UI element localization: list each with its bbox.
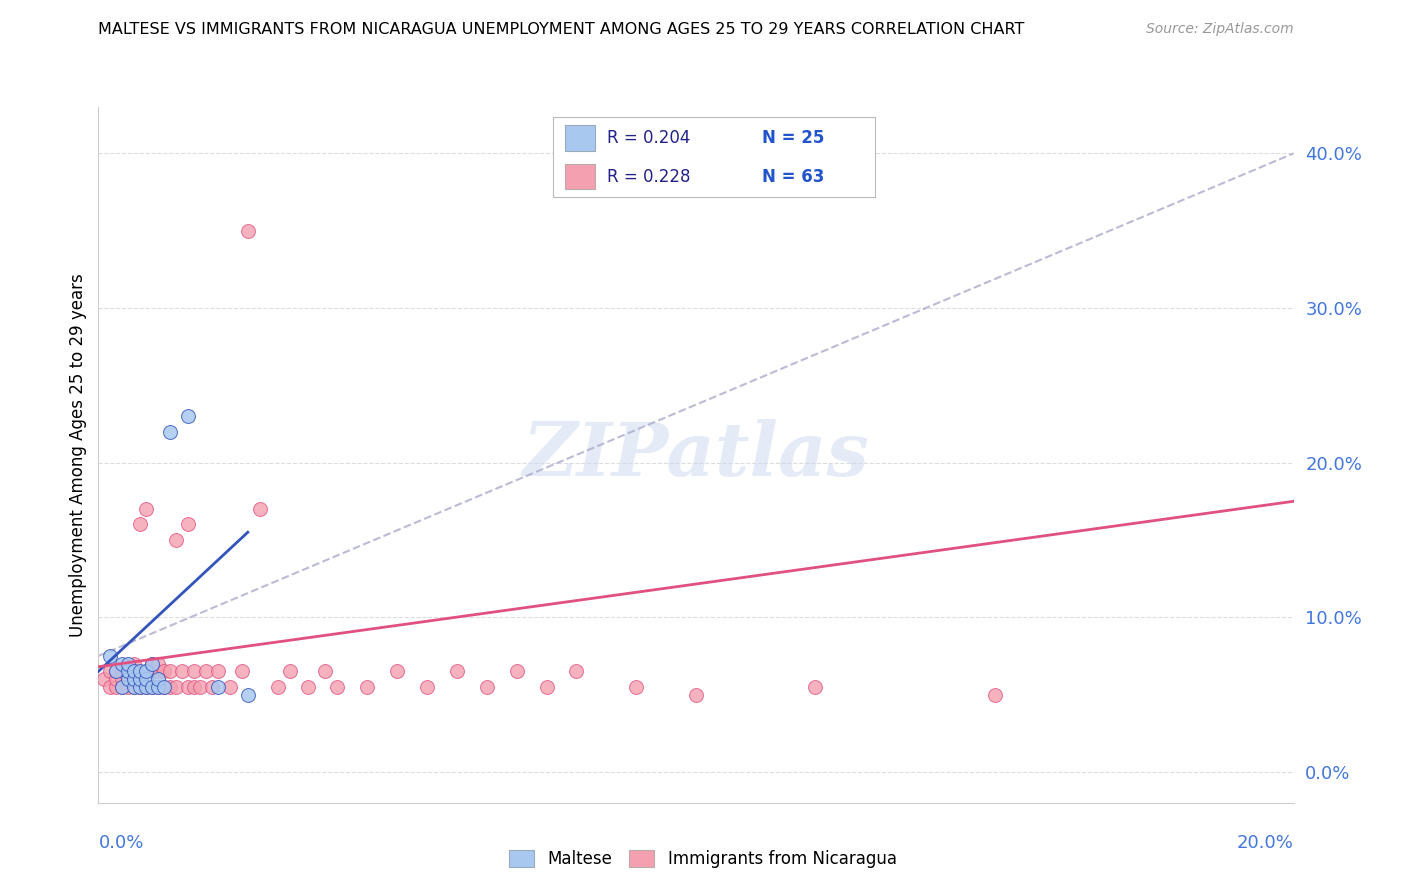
Point (565, 665, 588, 679)
Text: MALTESE VS IMMIGRANTS FROM NICARAGUA UNEMPLOYMENT AMONG AGES 25 TO 29 YEARS CORR: MALTESE VS IMMIGRANTS FROM NICARAGUA UNE… (98, 22, 1025, 37)
Point (111, 672, 134, 686)
Point (117, 672, 139, 686)
Point (141, 657, 163, 671)
Point (141, 680, 163, 694)
Point (111, 665, 134, 679)
Y-axis label: Unemployment Among Ages 25 to 29 years: Unemployment Among Ages 25 to 29 years (69, 273, 87, 637)
Point (105, 665, 128, 679)
Point (135, 502, 157, 516)
Point (129, 672, 152, 686)
Point (207, 680, 229, 694)
Point (153, 680, 176, 694)
Point (165, 680, 187, 694)
Point (236, 688, 259, 702)
Point (188, 680, 211, 694)
Point (536, 680, 558, 694)
Point (111, 680, 134, 694)
Point (105, 665, 128, 679)
Point (129, 680, 152, 694)
Point (172, 665, 194, 679)
Point (297, 680, 319, 694)
Point (446, 665, 468, 679)
Point (416, 680, 439, 694)
Point (98, 665, 122, 679)
Point (267, 680, 290, 694)
Text: Source: ZipAtlas.com: Source: ZipAtlas.com (1146, 22, 1294, 37)
Point (93, 672, 115, 686)
Point (105, 672, 128, 686)
Point (183, 680, 205, 694)
Point (117, 665, 139, 679)
Point (475, 680, 498, 694)
Point (135, 680, 157, 694)
Point (159, 425, 181, 439)
Point (124, 672, 146, 686)
Point (159, 680, 181, 694)
Point (153, 680, 176, 694)
Point (685, 688, 707, 702)
Point (117, 665, 139, 679)
Point (117, 680, 139, 694)
Point (105, 680, 128, 694)
Point (111, 680, 134, 694)
Point (148, 657, 170, 671)
Point (207, 665, 229, 679)
Point (135, 672, 157, 686)
Point (141, 657, 163, 671)
Point (506, 665, 529, 679)
Point (124, 665, 146, 679)
Point (183, 665, 205, 679)
Point (141, 665, 163, 679)
Point (124, 665, 146, 679)
Point (129, 517, 152, 532)
Text: 0.0%: 0.0% (98, 834, 143, 852)
Point (177, 409, 200, 424)
Point (117, 657, 139, 671)
Point (983, 688, 1005, 702)
Point (315, 665, 337, 679)
Point (231, 665, 253, 679)
Point (148, 680, 170, 694)
Point (135, 680, 157, 694)
Point (98, 648, 122, 663)
Point (124, 680, 146, 694)
Point (129, 665, 152, 679)
Point (135, 665, 157, 679)
Point (135, 665, 157, 679)
Point (804, 680, 827, 694)
Point (165, 533, 187, 547)
Point (129, 672, 152, 686)
Point (148, 672, 170, 686)
Point (194, 665, 218, 679)
Text: ZIPatlas: ZIPatlas (523, 418, 869, 491)
Point (98, 680, 122, 694)
Point (129, 680, 152, 694)
Text: 20.0%: 20.0% (1237, 834, 1294, 852)
Legend: Maltese, Immigrants from Nicaragua: Maltese, Immigrants from Nicaragua (503, 843, 903, 875)
Point (153, 665, 176, 679)
Point (236, 224, 259, 238)
Point (141, 680, 163, 694)
Point (177, 517, 200, 532)
Point (201, 680, 224, 694)
Point (148, 665, 170, 679)
Point (385, 665, 409, 679)
Point (249, 502, 271, 516)
Point (159, 665, 181, 679)
Point (111, 657, 134, 671)
Point (356, 680, 378, 694)
Point (219, 680, 242, 694)
Point (117, 672, 139, 686)
Point (148, 680, 170, 694)
Point (124, 680, 146, 694)
Point (177, 680, 200, 694)
Point (624, 680, 647, 694)
Point (278, 665, 301, 679)
Point (326, 680, 349, 694)
Point (124, 657, 146, 671)
